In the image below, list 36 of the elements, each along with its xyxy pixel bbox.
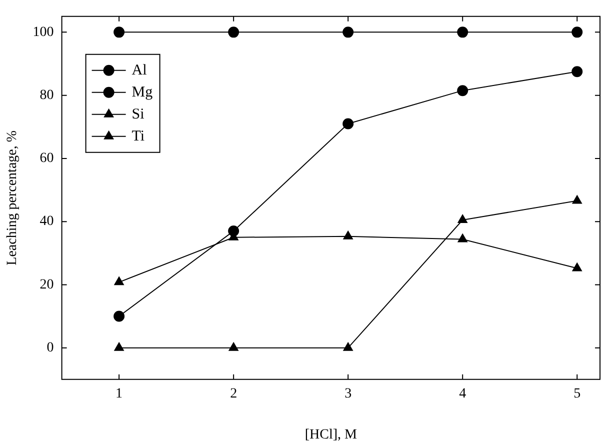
y-tick-label: 0 (46, 340, 54, 356)
point (458, 234, 468, 242)
point (572, 195, 582, 204)
x-tick-label: 1 (116, 386, 123, 402)
point (342, 26, 354, 38)
x-tick-label: 4 (459, 386, 466, 402)
point (228, 26, 240, 38)
y-tick-label: 20 (40, 277, 54, 292)
point (342, 118, 354, 130)
point (114, 26, 125, 38)
legend-label: Mg (132, 84, 154, 100)
legend-label: Al (132, 62, 147, 78)
y-tick-label: 60 (40, 151, 54, 166)
point (458, 214, 468, 223)
point (572, 66, 583, 78)
x-axis-title: [HCl], M (304, 427, 358, 442)
y-tick-label: 80 (40, 88, 54, 103)
point (114, 310, 125, 322)
y-tick-label: 40 (40, 214, 54, 230)
point (228, 342, 238, 351)
point (572, 262, 582, 272)
x-tick-label: 2 (230, 386, 238, 402)
point (114, 276, 124, 286)
point (343, 230, 353, 240)
point (572, 26, 583, 38)
x-tick-label: 3 (344, 386, 352, 402)
point (228, 226, 240, 237)
y-axis-title: Leaching percentage, % (5, 130, 20, 266)
legend-label: Ti (132, 128, 145, 144)
legend-label: Si (132, 106, 144, 122)
point (457, 26, 468, 38)
y-tick-label: 100 (32, 24, 54, 40)
x-tick-label: 5 (574, 386, 581, 402)
point (114, 342, 124, 351)
point (457, 85, 468, 96)
point (343, 342, 353, 351)
